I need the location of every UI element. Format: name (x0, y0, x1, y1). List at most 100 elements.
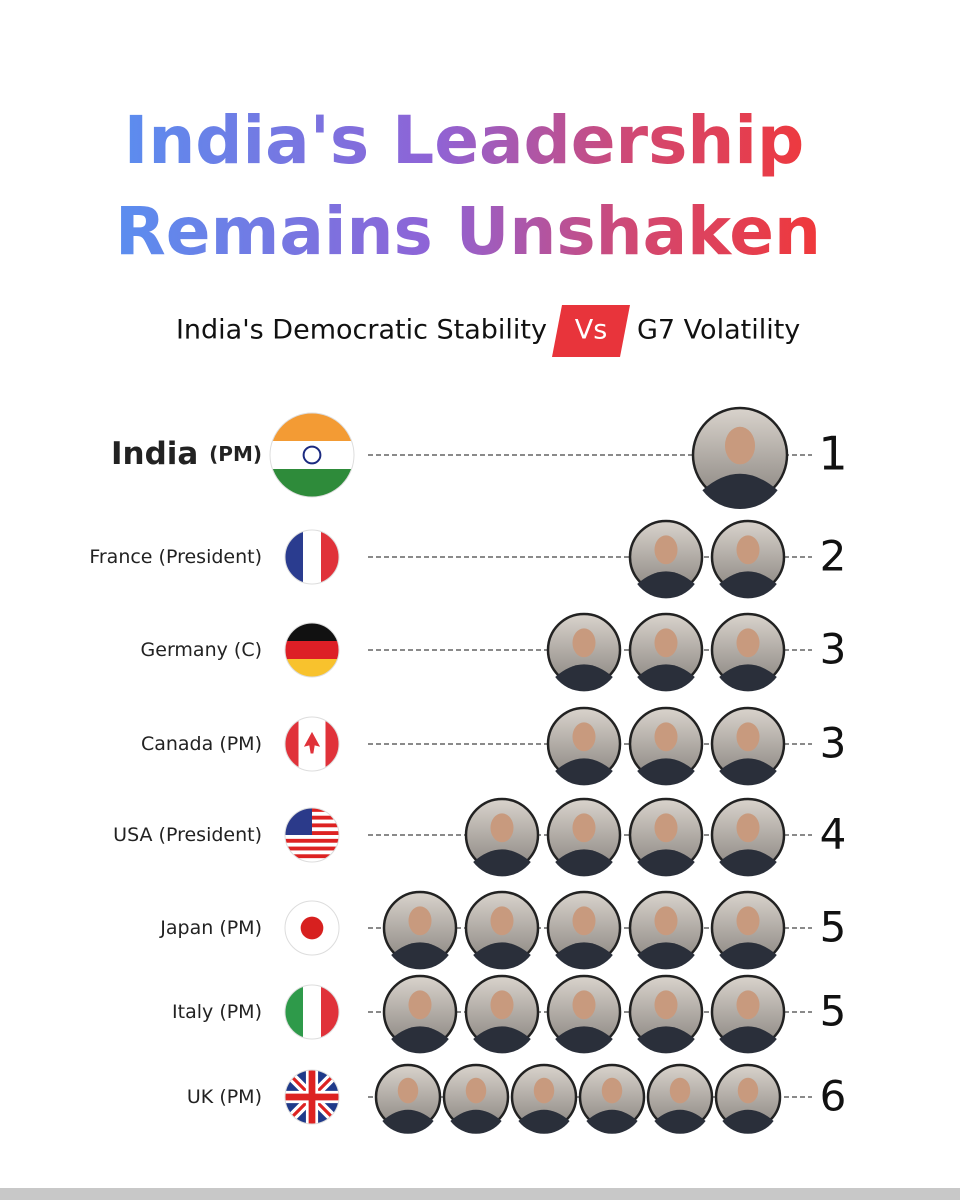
country-name: Canada (141, 733, 213, 755)
portrait-body (555, 942, 613, 970)
portrait-head (654, 722, 678, 752)
leader-portrait (546, 974, 622, 1054)
portrait-head (397, 1077, 419, 1104)
country-label: UK (PM) (187, 1086, 262, 1108)
portrait-head (737, 1077, 759, 1104)
country-name: India (111, 436, 198, 472)
leader-portrait (382, 974, 458, 1054)
flag-band (285, 623, 339, 642)
flag (285, 530, 339, 584)
portrait-body (473, 1026, 531, 1054)
leader-portrait (464, 890, 540, 970)
leader-portrait (578, 1063, 646, 1134)
country-role: (PM) (219, 1086, 262, 1108)
leader-portrait (628, 706, 704, 786)
spacer (198, 436, 209, 472)
leader-portrait (628, 890, 704, 970)
portrait-body (555, 664, 613, 692)
country-row: UK (PM) 6 (187, 1063, 862, 1134)
portrait-head (736, 628, 760, 658)
country-name: Germany (141, 639, 228, 661)
flag-band (270, 441, 354, 469)
flag-ring (284, 622, 340, 678)
leader-count: 4 (820, 810, 847, 859)
vs-text: Vs (575, 315, 608, 346)
portrait-head (465, 1077, 487, 1104)
portrait-head (572, 628, 596, 658)
portrait-body (450, 1109, 502, 1134)
title-line: Remains Unshaken (115, 193, 821, 270)
portrait-body (473, 942, 531, 970)
country-label: Germany (C) (141, 639, 262, 661)
portrait-body (555, 758, 613, 786)
portrait-body (391, 942, 449, 970)
number-bg (812, 718, 862, 770)
country-name: Japan (159, 917, 213, 939)
country-role: (C) (234, 639, 262, 661)
country-row: USA (President) 4 (113, 797, 862, 877)
country-role: (President) (159, 824, 262, 846)
portrait-body (518, 1109, 570, 1134)
number-bg (812, 1071, 862, 1123)
portrait-body (719, 571, 777, 599)
leader-portrait (464, 797, 540, 877)
number-bg (812, 809, 862, 861)
flag-wheel (302, 445, 322, 465)
flag-ring (269, 412, 355, 498)
leader-portrait (374, 1063, 442, 1134)
portrait-body (637, 849, 695, 877)
leader-portrait (710, 612, 786, 692)
portrait-head (736, 535, 760, 565)
country-name: France (89, 546, 152, 568)
flag-ring (284, 900, 340, 956)
flag-cross (285, 1070, 339, 1124)
country-label: India (PM) (111, 436, 262, 472)
flag-band (321, 985, 339, 1039)
country-name: UK (187, 1086, 214, 1108)
portrait-body (719, 758, 777, 786)
flag-ring (284, 716, 340, 772)
portrait-body (473, 849, 531, 877)
leader-portrait (710, 890, 786, 970)
portrait-head (408, 906, 432, 936)
leader-count: 1 (818, 427, 847, 481)
flag-ring (284, 1069, 340, 1125)
portrait-head (654, 628, 678, 658)
number-bg (812, 986, 862, 1038)
country-label: USA (President) (113, 824, 262, 846)
portrait-head (654, 906, 678, 936)
leader-count: 6 (820, 1072, 847, 1121)
leader-portrait (546, 612, 622, 692)
portrait-head (533, 1077, 555, 1104)
country-row: Italy (PM) 5 (172, 974, 862, 1054)
portrait-body (391, 1026, 449, 1054)
flag-ring (284, 984, 340, 1040)
country-row: Japan (PM) 5 (159, 890, 862, 970)
country-role: (PM) (219, 733, 262, 755)
portrait-body (382, 1109, 434, 1134)
flag (285, 901, 339, 955)
flag-band (285, 641, 339, 660)
leader-portrait (442, 1063, 510, 1134)
leader-count: 2 (820, 532, 847, 581)
flag-band (285, 985, 304, 1039)
portrait-body (637, 942, 695, 970)
leader-portrait (628, 797, 704, 877)
country-label: France (President) (89, 546, 262, 568)
country-name: Italy (172, 1001, 213, 1023)
number-bg (812, 429, 862, 481)
country-label: Italy (PM) (172, 1001, 262, 1023)
leader-portrait (546, 706, 622, 786)
flag-band (321, 530, 339, 584)
flag (285, 1070, 339, 1124)
flag-ring (284, 807, 340, 863)
subtitle-right: G7 Volatility (637, 315, 800, 346)
flag (285, 623, 339, 677)
flag-sun (300, 916, 324, 940)
portrait-body (637, 571, 695, 599)
portrait-head (654, 990, 678, 1020)
bottom-bar (0, 1188, 960, 1200)
portrait-head (572, 990, 596, 1020)
portrait-body (719, 849, 777, 877)
flag-band (285, 846, 339, 851)
